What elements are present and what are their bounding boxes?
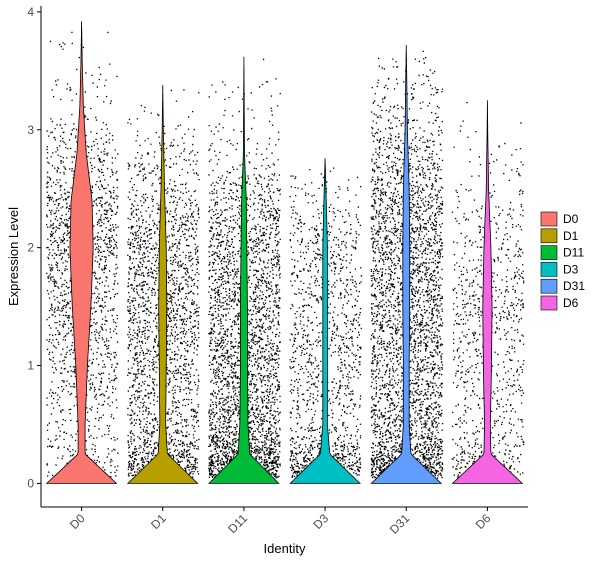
- jitter-points-layer: [46, 31, 525, 479]
- legend-item-D6: D6: [540, 295, 579, 311]
- point-cloud-D0: [46, 31, 119, 479]
- points-D3: [289, 167, 363, 479]
- legend-label-D31: D31: [563, 279, 585, 293]
- x-tick-label: D1: [148, 511, 169, 532]
- legend-label-D11: D11: [563, 246, 584, 260]
- x-ticks: D0 D1 D11 D3 D31 D6: [67, 507, 494, 537]
- point-cloud-D3: [289, 167, 363, 479]
- legend-key-D0: [540, 211, 558, 227]
- points-D11: [208, 58, 281, 479]
- violins-layer: [45, 21, 524, 484]
- legend-item-D11: D11: [540, 245, 584, 260]
- violin-D11: [208, 56, 280, 484]
- legend-label-D6: D6: [563, 296, 579, 310]
- legend-key-D3: [540, 262, 558, 277]
- violin-D1: [126, 84, 199, 484]
- legend-item-D1: D1: [540, 228, 579, 244]
- legend-key-D11: [540, 245, 558, 260]
- y-tick-label: 2: [27, 241, 34, 255]
- points-D1: [127, 89, 200, 479]
- points-D0: [46, 31, 119, 479]
- y-tick-label: 3: [27, 123, 34, 137]
- legend-item-D0: D0: [540, 211, 579, 227]
- x-tick-label: D11: [225, 511, 250, 536]
- x-tick-label: D31: [387, 511, 413, 537]
- legend-key-D31: [540, 278, 558, 294]
- violin-D6: [451, 100, 524, 484]
- y-tick-label: 1: [27, 359, 34, 373]
- legend-label-D3: D3: [563, 262, 579, 276]
- legend-item-D3: D3: [540, 262, 579, 277]
- legend-key-D6: [540, 295, 558, 311]
- y-ticks: 0 1 2 3 4: [27, 5, 41, 490]
- legend-label-D1: D1: [563, 229, 579, 243]
- legend: D0 D1 D11 D3 D31 D6: [540, 211, 585, 311]
- legend-key-D1: [540, 228, 558, 244]
- violin-D0: [45, 21, 118, 484]
- x-tick-label: D6: [473, 511, 494, 532]
- y-tick-label: 0: [27, 476, 34, 490]
- y-tick-label: 4: [27, 5, 34, 19]
- violin-D3: [289, 158, 361, 484]
- x-axis-title: Identity: [264, 541, 306, 556]
- point-cloud-D11: [208, 58, 281, 479]
- x-tick-label: D3: [310, 511, 331, 532]
- y-axis-title: Expression Level: [6, 207, 21, 306]
- x-tick-label: D0: [67, 511, 88, 532]
- point-cloud-D1: [127, 89, 200, 479]
- legend-label-D0: D0: [563, 212, 579, 226]
- legend-item-D31: D31: [540, 278, 585, 294]
- violin-D31: [370, 44, 443, 484]
